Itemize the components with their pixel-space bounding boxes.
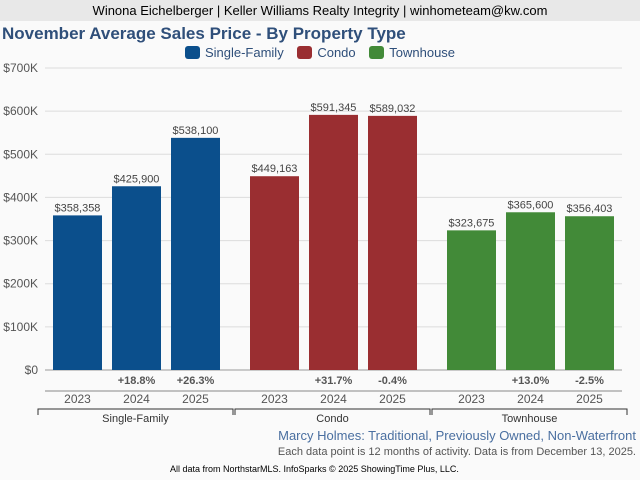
y-tick-label: $400K (3, 190, 38, 204)
x-tick-label: 2023 (458, 392, 485, 406)
data-label: $356,403 (567, 203, 613, 215)
group-bracket (431, 408, 628, 415)
x-tick-label: 2023 (261, 392, 288, 406)
legend-item-single-family[interactable]: Single-Family (184, 45, 284, 60)
chart-title: November Average Sales Price - By Proper… (2, 24, 406, 43)
data-label: $425,900 (114, 173, 160, 185)
group-label: Condo (316, 413, 348, 425)
bar-condo-2023 (250, 176, 299, 370)
data-label: $358,358 (55, 202, 101, 214)
agent-info-bar: Winona Eichelberger | Keller Williams Re… (0, 0, 640, 21)
y-tick-label: $500K (3, 147, 38, 161)
legend-item-townhouse[interactable]: Townhouse (369, 45, 455, 60)
group-bracket (37, 408, 234, 415)
bar-townhouse-2024 (506, 212, 555, 370)
bar-chart: $0 $100K $200K $300K $400K $500K $600K $700K $35… (3, 61, 628, 425)
data-note: Each data point is 12 months of activity… (277, 446, 636, 458)
legend-swatch (369, 46, 385, 59)
legend-swatch (184, 46, 200, 59)
x-tick-label: 2025 (576, 392, 603, 406)
legend-label: Single-Family (204, 45, 284, 60)
data-label: $591,345 (311, 102, 357, 114)
y-tick-label: $600K (3, 104, 38, 118)
x-tick-label: 2024 (320, 392, 347, 406)
data-label: $589,032 (370, 103, 416, 115)
bar-townhouse-2023 (447, 230, 496, 370)
group-label: Single-Family (102, 413, 169, 425)
group-bracket (234, 408, 431, 415)
legend-swatch (297, 46, 313, 59)
chart-subtitle: Marcy Holmes: Traditional, Previously Ow… (278, 428, 636, 443)
change-label: +13.0% (512, 375, 550, 387)
data-label: $538,100 (173, 125, 219, 137)
y-tick-label: $100K (3, 320, 38, 334)
x-tick-label: 2023 (64, 392, 91, 406)
x-tick-label: 2025 (182, 392, 209, 406)
x-tick-label: 2025 (379, 392, 406, 406)
bar-single-family-2024 (112, 186, 161, 370)
change-label: -0.4% (378, 375, 407, 387)
legend-label: Townhouse (389, 45, 456, 60)
data-label: $365,600 (508, 199, 554, 211)
bar-single-family-2023 (53, 215, 102, 370)
y-tick-label: $700K (3, 61, 38, 75)
y-tick-label: $300K (3, 234, 38, 248)
bar-condo-2024 (309, 114, 358, 370)
bar-condo-2025 (368, 115, 417, 370)
change-label: +18.8% (118, 375, 156, 387)
y-tick-label: $0 (25, 363, 39, 377)
y-tick-label: $200K (3, 277, 38, 291)
legend-item-condo[interactable]: Condo (297, 45, 356, 60)
legend: Single-Family Condo Townhouse (0, 45, 640, 60)
data-label: $323,675 (449, 217, 495, 229)
x-tick-label: 2024 (517, 392, 544, 406)
bar-townhouse-2025 (565, 216, 614, 370)
x-tick-label: 2024 (123, 392, 150, 406)
group-label: Townhouse (502, 413, 558, 425)
footer-credits: All data from NorthstarMLS. InfoSparks ©… (170, 464, 459, 474)
bar-single-family-2025 (171, 137, 220, 370)
change-label: -2.5% (575, 375, 604, 387)
data-label: $449,163 (252, 163, 298, 175)
change-label: +26.3% (177, 375, 215, 387)
change-label: +31.7% (315, 375, 353, 387)
legend-label: Condo (317, 45, 356, 60)
